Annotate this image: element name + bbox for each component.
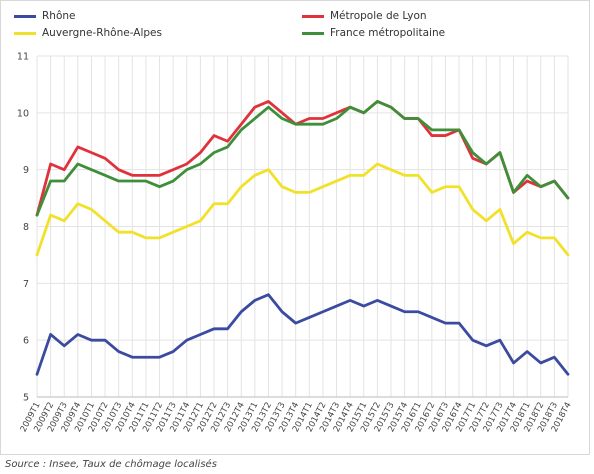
legend-swatch-rhone (14, 14, 36, 18)
y-tick-label: 6 (23, 336, 29, 347)
series-line-france-metropolitaine (35, 100, 570, 217)
legend-label-auvergne-rhone-alpes: Auvergne-Rhône-Alpes (42, 27, 162, 39)
legend-item-rhone[interactable]: Rhône (14, 9, 76, 23)
series-line-rhone (35, 293, 570, 376)
legend-item-metropole-lyon[interactable]: Métropole de Lyon (302, 9, 427, 23)
legend-label-rhone: Rhône (42, 10, 76, 22)
legend-label-france-metropolitaine: France métropolitaine (330, 27, 446, 39)
legend-swatch-metropole-lyon (302, 14, 324, 18)
y-tick-label: 8 (23, 222, 29, 233)
legend-item-france-metropolitaine[interactable]: France métropolitaine (302, 26, 445, 40)
line-chart: 5678910112009T12009T22009T32009T42010T12… (17, 52, 574, 434)
series-line-metropole-de-lyon (35, 100, 570, 217)
y-tick-label: 7 (23, 279, 29, 290)
y-tick-label: 9 (23, 165, 29, 176)
source-note: Source : Insee, Taux de chômage localisé… (5, 459, 217, 470)
y-tick-label: 11 (17, 52, 29, 63)
y-tick-label: 5 (23, 393, 29, 404)
legend-swatch-france-metropolitaine (302, 31, 324, 35)
series-line-auvergne-rhone-alpes (35, 162, 570, 257)
legend-label-metropole-lyon: Métropole de Lyon (330, 10, 427, 22)
y-tick-label: 10 (17, 108, 29, 119)
legend-item-auvergne-rhone-alpes[interactable]: Auvergne-Rhône-Alpes (14, 26, 162, 40)
legend-swatch-auvergne-rhone-alpes (14, 31, 36, 35)
